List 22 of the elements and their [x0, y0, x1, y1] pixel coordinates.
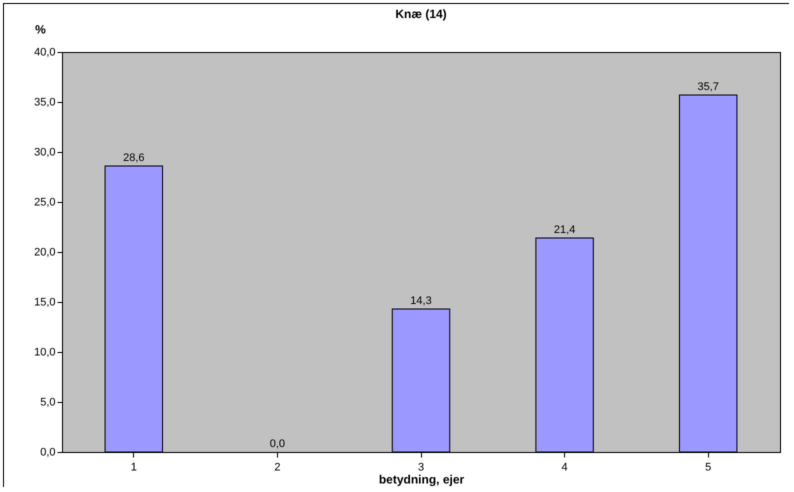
- data-label: 35,7: [697, 81, 719, 93]
- y-tick-label: 10,0: [34, 346, 56, 358]
- x-tick-label: 5: [705, 462, 712, 474]
- y-tick-label: 5,0: [40, 396, 56, 408]
- x-tick-label: 1: [130, 462, 137, 474]
- data-label: 28,6: [123, 152, 145, 164]
- y-tick-label: 25,0: [34, 196, 56, 208]
- x-axis-title: betydning, ejer: [378, 472, 464, 486]
- x-tick-label: 4: [562, 462, 568, 474]
- y-tick-label: 20,0: [34, 246, 56, 258]
- y-tick-label: 30,0: [34, 146, 56, 158]
- y-tick-label: 40,0: [34, 46, 56, 58]
- chart-title: Knæ (14): [395, 7, 447, 21]
- data-label: 14,3: [410, 295, 432, 307]
- data-label: 0,0: [270, 438, 286, 450]
- y-axis-title: %: [35, 22, 46, 36]
- y-tick-label: 15,0: [34, 296, 56, 308]
- y-tick-label: 0,0: [40, 446, 56, 458]
- data-label: 21,4: [554, 224, 576, 236]
- x-tick-label: 3: [418, 462, 424, 474]
- y-tick-label: 35,0: [34, 96, 56, 108]
- x-tick-label: 2: [274, 462, 280, 474]
